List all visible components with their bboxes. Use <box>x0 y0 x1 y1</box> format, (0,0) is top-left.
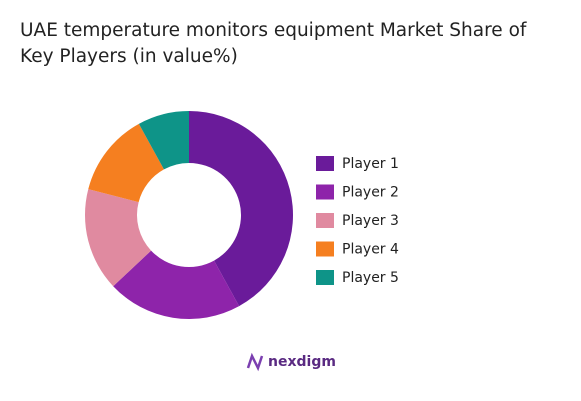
slice <box>88 123 164 203</box>
legend-label: Player 4 <box>342 242 399 258</box>
legend-swatch <box>316 213 334 228</box>
slice <box>189 111 294 307</box>
legend-swatch <box>316 184 334 200</box>
chart-title: UAE temperature monitors equipment Marke… <box>20 20 527 67</box>
legend-swatch <box>316 241 334 257</box>
legend-label: Player 5 <box>342 270 399 286</box>
legend-swatch <box>316 156 334 171</box>
slice <box>113 250 240 319</box>
logo-icon <box>246 352 264 372</box>
legend-label: Player 3 <box>342 213 399 229</box>
legend-label: Player 1 <box>342 156 399 172</box>
slice <box>138 111 189 170</box>
brand: nexdigm <box>268 354 336 370</box>
logo: nexdigm <box>246 352 336 372</box>
slice <box>85 189 152 287</box>
legend-label: Player 2 <box>342 185 399 201</box>
legend-swatch <box>316 270 334 285</box>
